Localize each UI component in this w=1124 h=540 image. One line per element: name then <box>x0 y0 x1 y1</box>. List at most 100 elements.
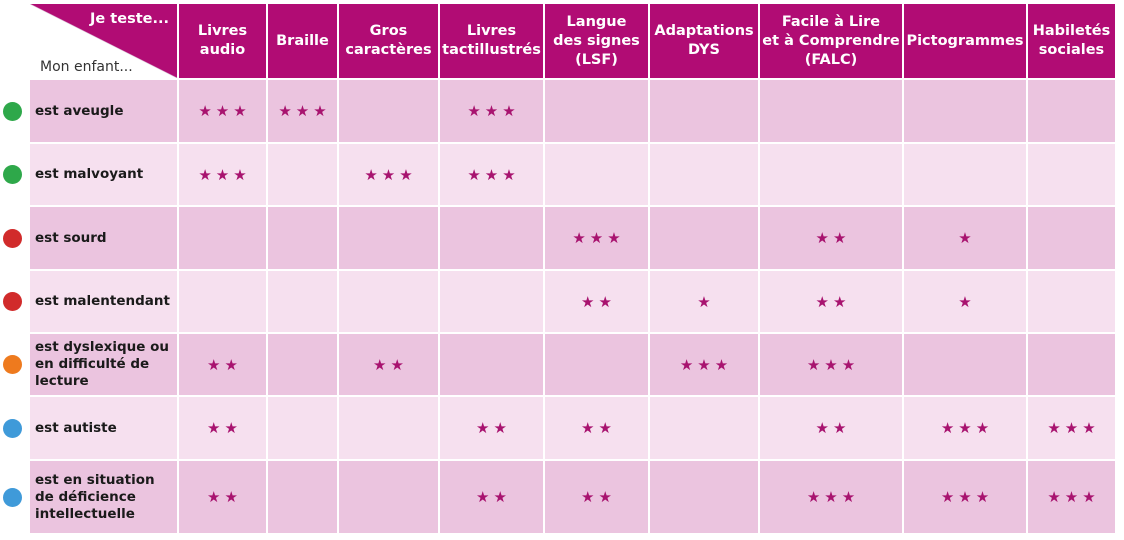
star-rating-icon: ★★ <box>815 419 851 437</box>
row-label-text: est aveugle <box>35 102 124 119</box>
star-rating-icon: ★ <box>958 229 976 247</box>
rating-cell: ★★ <box>440 397 543 459</box>
column-header: Gros caractères <box>339 4 438 78</box>
column-header-label: Braille <box>276 32 329 49</box>
rating-cell: ★★★ <box>650 334 758 395</box>
rating-cell: ★★★ <box>760 334 902 395</box>
status-dot-icon <box>3 228 22 248</box>
rating-cell <box>339 207 438 269</box>
star-rating-icon: ★★ <box>207 355 242 374</box>
rating-cell: ★ <box>904 271 1026 332</box>
star-rating-icon: ★★★ <box>1047 488 1100 506</box>
star-rating-icon: ★★★ <box>806 488 860 506</box>
rating-cell <box>339 80 438 142</box>
rating-cell <box>268 461 337 533</box>
column-header: Pictogrammes <box>904 4 1026 78</box>
star-rating-icon: ★★★ <box>572 229 625 247</box>
column-header-label: Facile à Lire et à Comprendre (FALC) <box>762 13 900 68</box>
rating-cell <box>1028 271 1115 332</box>
rating-cell: ★★★ <box>179 144 266 205</box>
rating-cell: ★★★ <box>339 144 438 205</box>
column-header: Langue des signes (LSF) <box>545 4 648 78</box>
rating-cell <box>650 144 758 205</box>
star-rating-icon: ★★ <box>581 488 616 506</box>
rating-cell: ★★ <box>545 397 648 459</box>
rating-cell <box>339 461 438 533</box>
star-rating-icon: ★★★ <box>940 488 994 506</box>
rating-cell <box>268 334 337 395</box>
rating-cell <box>339 397 438 459</box>
rating-cell <box>545 80 648 142</box>
rating-cell <box>179 207 266 269</box>
rating-cell: ★★★ <box>440 80 543 142</box>
rating-cell: ★★ <box>545 461 648 533</box>
column-header-label: Gros caractères <box>345 23 432 58</box>
star-rating-icon: ★★★ <box>198 165 251 184</box>
star-rating-icon: ★★ <box>373 355 408 374</box>
rating-cell <box>1028 207 1115 269</box>
rating-cell: ★★ <box>179 397 266 459</box>
status-dot-icon <box>3 418 22 438</box>
rating-cell <box>760 144 902 205</box>
column-header-label: Livres tactillustrés <box>442 23 541 58</box>
rating-cell <box>904 80 1026 142</box>
row-label-text: est sourd <box>35 229 107 246</box>
rating-cell: ★★ <box>760 397 902 459</box>
status-dot-icon <box>3 292 22 311</box>
rating-cell <box>904 144 1026 205</box>
column-header-label: Livres audio <box>197 23 248 58</box>
star-rating-icon: ★★ <box>207 419 242 437</box>
star-rating-icon: ★★★ <box>467 165 520 184</box>
rating-cell: ★★ <box>339 334 438 395</box>
star-rating-icon: ★★★ <box>679 355 733 374</box>
rating-cell <box>268 207 337 269</box>
star-rating-icon: ★ <box>697 292 715 311</box>
rating-cell <box>650 461 758 533</box>
row-label: est sourd <box>30 207 177 269</box>
star-rating-icon: ★★ <box>581 292 616 311</box>
status-dot-icon <box>3 165 22 184</box>
column-header: Habiletés sociales <box>1028 4 1115 78</box>
star-rating-icon: ★★★ <box>467 102 520 120</box>
rating-cell <box>268 397 337 459</box>
rating-cell: ★★★ <box>179 80 266 142</box>
status-dot-icon <box>3 487 22 507</box>
column-header: Facile à Lire et à Comprendre (FALC) <box>760 4 902 78</box>
rating-cell: ★ <box>904 207 1026 269</box>
star-rating-icon: ★ <box>958 292 976 311</box>
rating-cell <box>760 80 902 142</box>
row-label-text: est malentendant <box>35 293 170 309</box>
row-label: est malvoyant <box>30 144 177 205</box>
rating-cell: ★ <box>650 271 758 332</box>
status-dot-icon <box>3 355 22 374</box>
rating-cell: ★★★ <box>268 80 337 142</box>
star-rating-icon: ★★★ <box>1047 419 1100 437</box>
rating-cell <box>339 271 438 332</box>
rating-cell <box>440 207 543 269</box>
rating-cell <box>545 334 648 395</box>
star-rating-icon: ★★★ <box>198 102 251 120</box>
rating-cell: ★★ <box>760 207 902 269</box>
column-header: Braille <box>268 4 337 78</box>
corner-bottom-label: Mon enfant... <box>40 59 133 75</box>
rating-cell: ★★★ <box>760 461 902 533</box>
rating-cell <box>904 334 1026 395</box>
row-label: est malentendant <box>30 271 177 332</box>
row-label-text: est en situation de déficience intellect… <box>35 471 155 522</box>
rating-cell <box>1028 144 1115 205</box>
rating-cell <box>1028 334 1115 395</box>
rating-cell: ★★★ <box>904 397 1026 459</box>
column-header: Adaptations DYS <box>650 4 758 78</box>
rating-cell <box>268 144 337 205</box>
corner-cell: Je teste... Mon enfant... <box>30 4 177 78</box>
star-rating-icon: ★★ <box>207 488 242 506</box>
rating-cell: ★★★ <box>545 207 648 269</box>
star-rating-icon: ★★★ <box>940 419 994 437</box>
rating-cell: ★★★ <box>1028 461 1115 533</box>
rating-cell <box>545 144 648 205</box>
star-rating-icon: ★★ <box>476 419 511 437</box>
rating-cell <box>650 80 758 142</box>
row-label: est en situation de déficience intellect… <box>30 461 177 533</box>
rating-cell: ★★ <box>760 271 902 332</box>
